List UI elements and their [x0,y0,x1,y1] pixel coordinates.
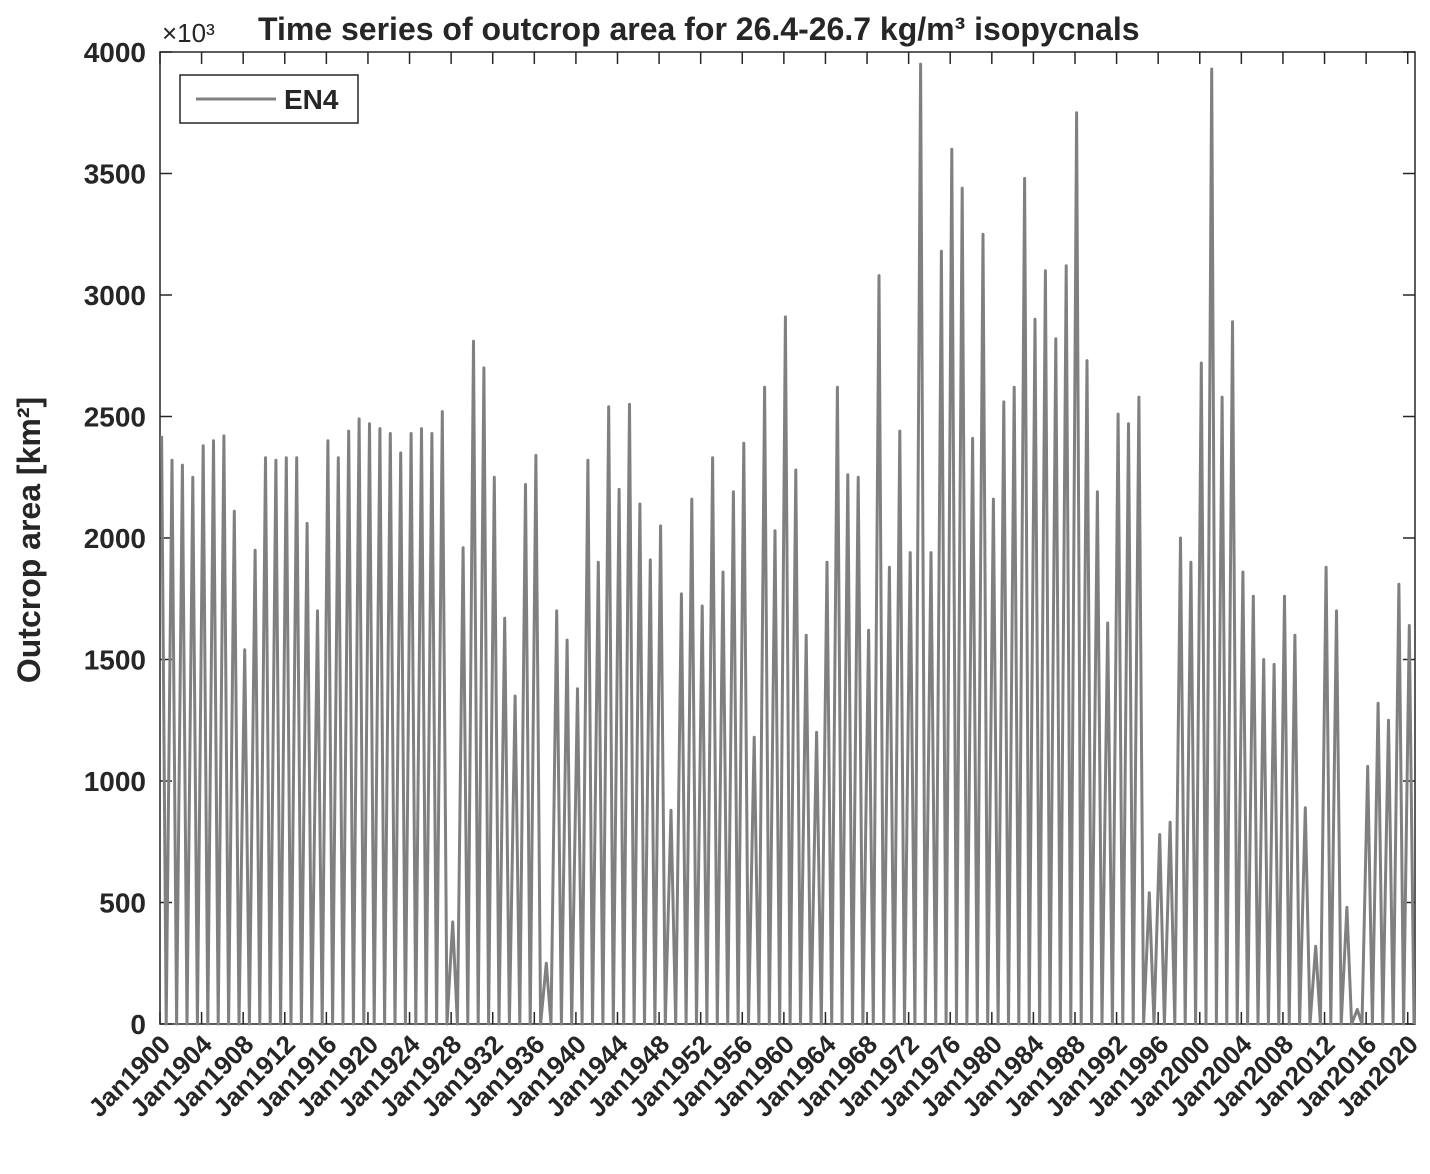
y-tick-label: 500 [99,888,146,919]
y-tick-label: 2000 [84,523,146,554]
y-tick-label: 2500 [84,402,146,433]
series-line [160,62,1416,1026]
y-tick-label: 1000 [84,766,146,797]
chart-title: Time series of outcrop area for 26.4-26.… [258,11,1140,47]
y-multiplier: ×10³ [162,18,215,48]
y-axis-label: Outcrop area [km²] [11,397,47,683]
y-tick-label: 3500 [84,159,146,190]
y-tick-label: 0 [130,1009,146,1040]
legend-label: EN4 [284,84,339,115]
y-tick-label: 1500 [84,645,146,676]
y-tick-label: 4000 [84,37,146,68]
y-tick-label: 3000 [84,280,146,311]
